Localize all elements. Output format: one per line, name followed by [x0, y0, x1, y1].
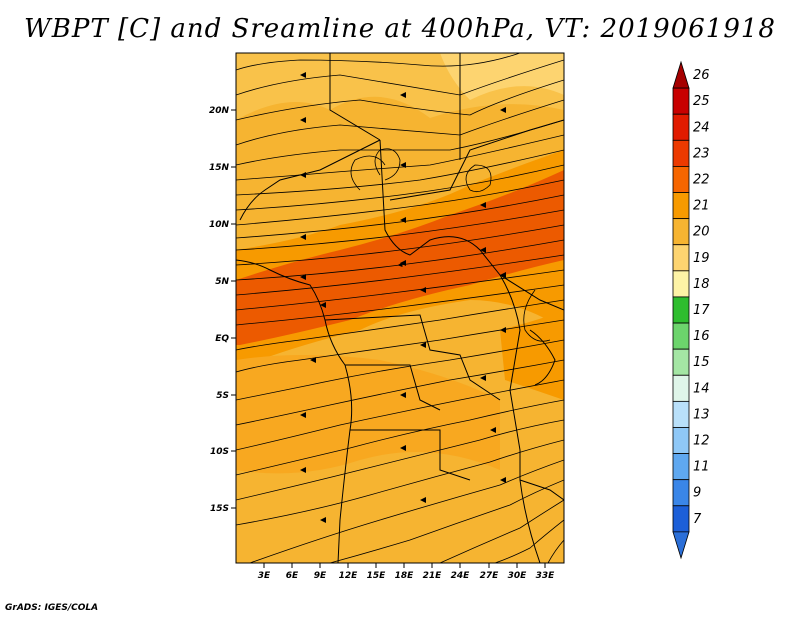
colorbar-label: 24 [693, 120, 710, 135]
colorbar-swatch [672, 139, 690, 167]
grads-credit: GrADS: IGES/COLA [5, 603, 99, 613]
shade-south-orange [236, 355, 500, 474]
colorbar-label: 9 [693, 486, 701, 501]
colorbar-label: 15 [693, 355, 710, 370]
lon-tick-label: 33E [536, 571, 556, 581]
lon-tick-label: 9E [314, 571, 327, 581]
lat-tick-label: 15N [209, 163, 230, 173]
colorbar-swatch [672, 192, 690, 220]
lon-tick-label: 21E [423, 571, 443, 581]
lat-tick-label: 10N [209, 220, 230, 230]
colorbar-label: 26 [693, 68, 710, 83]
colorbar-label: 22 [693, 173, 710, 188]
colorbar-label: 7 [693, 512, 702, 527]
lon-tick-label: 27E [480, 571, 500, 581]
colorbar-swatch [672, 427, 690, 454]
colorbar-swatch [672, 218, 690, 246]
lon-tick-label: 30E [508, 571, 528, 581]
lon-tick-label: 3E [258, 571, 271, 581]
colorbar-swatch [672, 453, 690, 481]
longitude-axis: 3E 6E 9E 12E 15E 18E 21E 24E 27E 30E 33E [258, 563, 555, 581]
colorbar-swatch [672, 296, 690, 324]
lon-tick-label: 15E [367, 571, 387, 581]
colorbar-swatch [672, 166, 690, 193]
colorbar-swatch [672, 113, 690, 141]
lat-tick-label: 10S [210, 447, 229, 457]
colorbar-swatch [672, 479, 690, 507]
colorbar-swatch [672, 244, 690, 272]
colorbar-label: 12 [693, 434, 710, 449]
lon-tick-label: 18E [395, 571, 415, 581]
shade-east-orange [500, 310, 564, 400]
colorbar-label: 25 [693, 94, 710, 109]
lat-tick-label: 20N [209, 106, 230, 116]
colorbar-label: 17 [693, 303, 710, 318]
colorbar-label: 20 [693, 225, 710, 240]
colorbar-label: 14 [693, 381, 710, 396]
colorbar-label: 19 [693, 251, 710, 266]
colorbar-swatch [672, 87, 690, 115]
map-frame [235, 52, 565, 564]
colorbar-swatch [672, 60, 690, 89]
colorbar-swatch [672, 270, 690, 298]
colorbar-swatch [672, 531, 690, 560]
colorbar-label: 21 [693, 199, 710, 214]
map-title: WBPT [C] and Sreamline at 400hPa, VT: 20… [24, 14, 776, 44]
lon-tick-label: 24E [451, 571, 471, 581]
lat-tick-label: 5N [215, 277, 229, 287]
streamline-arrows [300, 72, 506, 523]
lon-tick-label: 12E [339, 571, 359, 581]
colorbar-swatch [672, 505, 690, 533]
colorbar-swatch [672, 322, 690, 350]
colorbar-label: 11 [693, 460, 710, 475]
streamlines [236, 53, 564, 563]
colorbar-label: 13 [693, 407, 710, 422]
colorbar-swatch [672, 400, 690, 428]
latitude-axis: 20N 15N 10N 5N EQ 5S 10S 15S [209, 106, 236, 514]
lon-tick-label: 6E [286, 571, 299, 581]
colorbar-label: 18 [693, 277, 710, 292]
colorbar-label: 16 [693, 329, 710, 344]
lat-tick-label: EQ [215, 334, 229, 344]
colorbar-swatch [672, 348, 690, 376]
lat-tick-label: 5S [216, 391, 229, 401]
colorbar-swatch [672, 374, 690, 402]
lat-tick-label: 15S [210, 504, 229, 514]
colorbar-label: 23 [693, 146, 710, 161]
